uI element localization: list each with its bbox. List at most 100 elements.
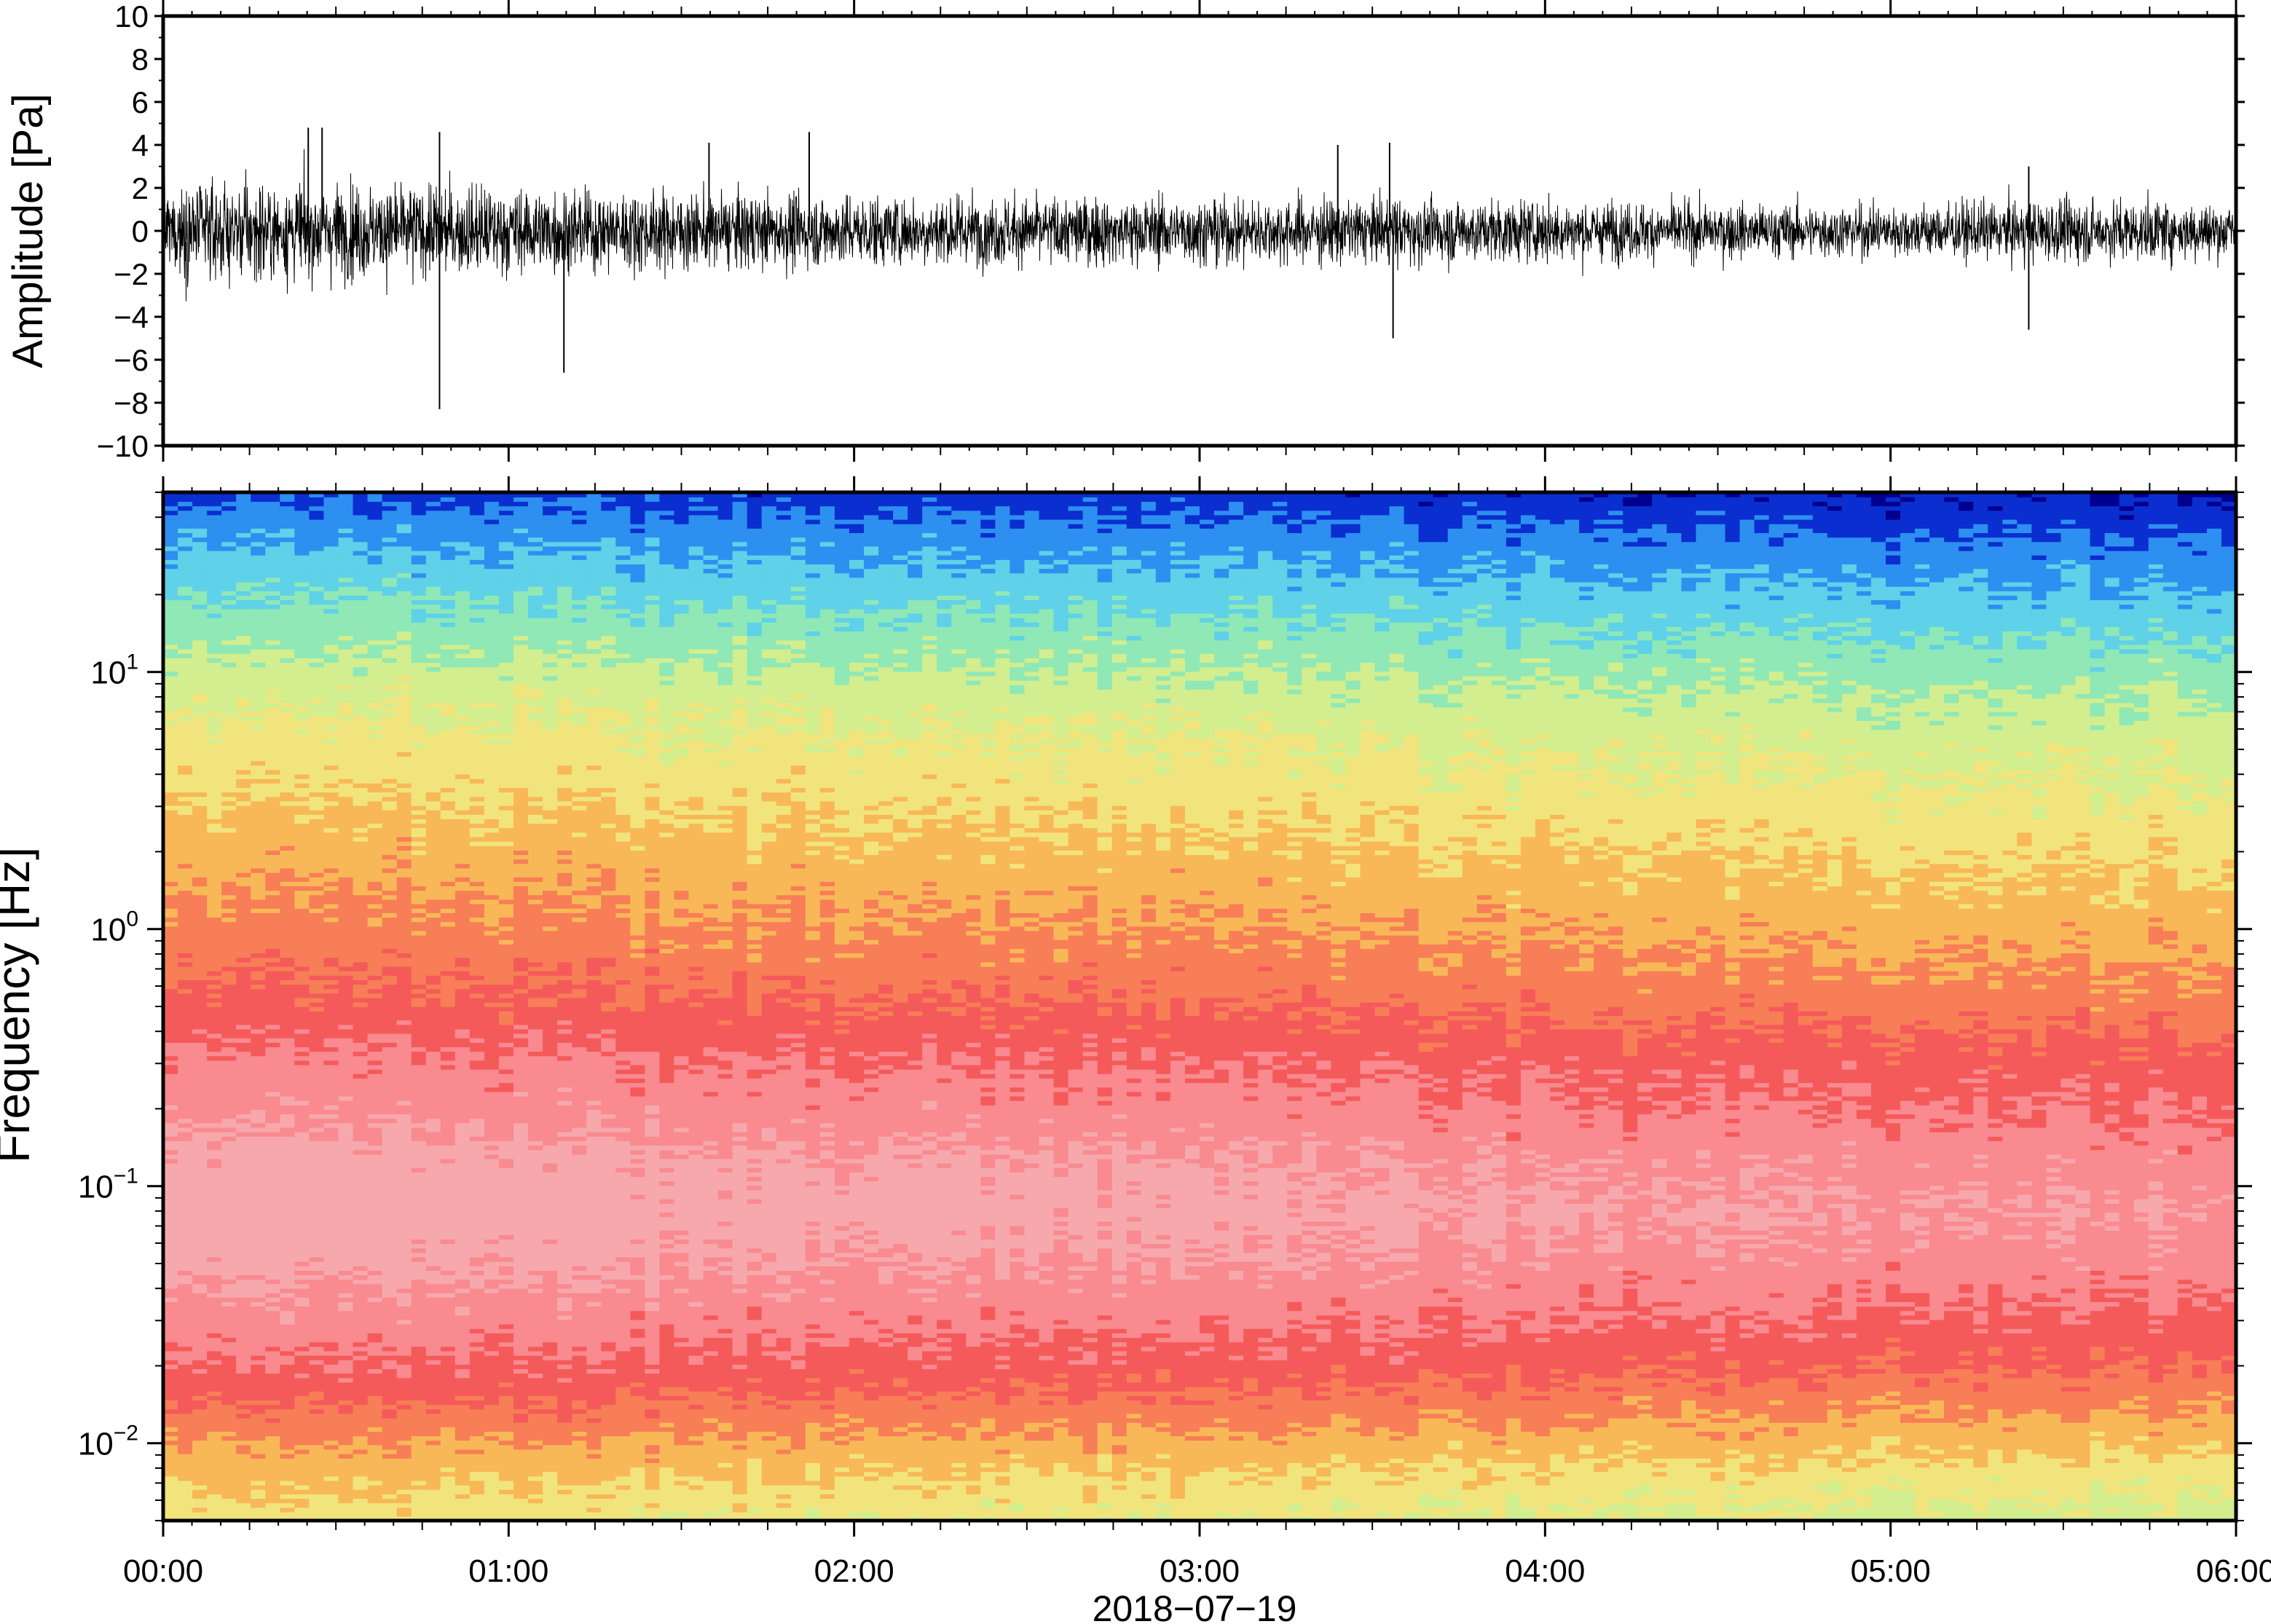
spectrogram-cell (251, 1199, 266, 1204)
spectrogram-cell (221, 801, 237, 806)
spectrogram-cell (397, 1060, 412, 1065)
spectrogram-cell (382, 805, 398, 811)
spectrogram-cell (339, 1378, 354, 1383)
spectrogram-cell (426, 908, 441, 913)
spectrogram-cell (236, 1458, 251, 1463)
spectrogram-cell (294, 774, 310, 779)
spectrogram-cell (309, 1145, 324, 1150)
spectrogram-cell (339, 551, 354, 556)
spectrogram-cell (382, 953, 398, 958)
spectrogram-cell (192, 524, 208, 529)
spectrogram-cell (339, 1274, 354, 1280)
spectrogram-cell (251, 1136, 266, 1141)
spectrogram-cell (426, 1020, 441, 1025)
spectrogram-cell (339, 734, 354, 739)
spectrogram-cell (207, 1462, 222, 1467)
spectrogram-cell (397, 850, 412, 855)
spectrogram-cell (323, 1284, 339, 1289)
spectrogram-cell (280, 1404, 295, 1409)
spectrogram-cell (339, 1266, 354, 1271)
spectrogram-cell (441, 988, 456, 993)
spectrogram-cell (397, 1414, 412, 1419)
spectrogram-cell (192, 1364, 208, 1369)
spectrogram-cell (207, 734, 222, 739)
spectrogram-cell (236, 609, 251, 614)
spectrogram-cell (294, 519, 310, 524)
spectrogram-cell (251, 703, 266, 708)
spectrogram-cell (353, 1422, 369, 1427)
spectrogram-cell (382, 666, 398, 671)
spectrogram-cell (265, 1471, 280, 1476)
spectrogram-cell (382, 796, 398, 801)
spectrogram-cell (221, 760, 237, 765)
spectrogram-cell (280, 1284, 295, 1289)
spectrogram-cell (280, 792, 295, 797)
spectrogram-cell (323, 573, 339, 578)
spectrogram-cell (294, 1341, 310, 1347)
spectrogram-cell (280, 801, 295, 806)
spectrogram-cell (163, 542, 178, 547)
spectrogram-cell (192, 1092, 208, 1097)
spectrogram-cell (412, 1127, 427, 1132)
spectrogram-cell (178, 631, 193, 636)
spectrogram-cell (353, 1279, 369, 1284)
spectrogram-cell (309, 979, 324, 985)
spectrogram-cell (207, 779, 222, 784)
spectrogram-cell (178, 1261, 193, 1266)
spectrogram-cell (163, 783, 178, 788)
spectrogram-cell (455, 1306, 471, 1311)
spectrogram-cell (397, 864, 412, 869)
spectrogram-cell (441, 1306, 456, 1311)
spectrogram-cell (441, 1467, 456, 1472)
spectrogram-cell (163, 626, 178, 631)
spectrogram-cell (236, 1038, 251, 1043)
spectrogram-cell (397, 1409, 412, 1414)
spectrogram-cell (221, 1180, 237, 1186)
spectrogram-cell (178, 1467, 193, 1472)
spectrogram-cell (294, 895, 310, 900)
spectrogram-cell (441, 1341, 456, 1347)
spectrogram-cell (426, 760, 441, 765)
spectrogram-cell (368, 693, 383, 698)
spectrogram-cell (265, 1243, 280, 1248)
spectrogram-cell (323, 613, 339, 618)
spectrogram-cell (368, 1056, 383, 1061)
spectrogram-cell (323, 1020, 339, 1025)
spectrogram-cell (192, 1136, 208, 1141)
spectrogram-cell (192, 917, 208, 922)
spectrogram-cell (309, 1136, 324, 1141)
spectrogram-cell (236, 935, 251, 940)
spectrogram-cell (163, 774, 178, 779)
spectrogram-cell (280, 1092, 295, 1097)
spectrogram-cell (192, 505, 208, 511)
spectrogram-cell (426, 931, 441, 936)
spectrogram-cell (280, 779, 295, 784)
spectrogram-cell (353, 1328, 369, 1333)
spectrogram-cell (265, 712, 280, 717)
spectrogram-cell (368, 760, 383, 765)
spectrogram-cell (280, 904, 295, 909)
spectrogram-cell (353, 622, 369, 627)
spectrogram-cell (382, 1248, 398, 1253)
spectrogram-cell (207, 546, 222, 551)
spectrogram-cell (207, 899, 222, 904)
spectrogram-cell (397, 698, 412, 703)
spectrogram-cell (280, 1458, 295, 1463)
spectrogram-cell (294, 1435, 310, 1440)
spectrogram-cell (382, 864, 398, 869)
spectrogram-cell (353, 1056, 369, 1061)
spectrogram-cell (309, 864, 324, 869)
spectrogram-cell (368, 1180, 383, 1186)
spectrogram-cell (323, 1149, 339, 1154)
spectrogram-cell (368, 801, 383, 806)
spectrogram-cell (309, 931, 324, 936)
spectrogram-cell (397, 765, 412, 770)
spectrogram-cell (382, 1243, 398, 1248)
spectrogram-cell (163, 1172, 178, 1177)
spectrogram-cell (251, 935, 266, 940)
spectrogram-cell (163, 904, 178, 909)
spectrogram-cell (397, 895, 412, 900)
spectrogram-cell (339, 1127, 354, 1132)
spectrogram-cell (412, 1234, 427, 1239)
spectrogram-cell (309, 895, 324, 900)
